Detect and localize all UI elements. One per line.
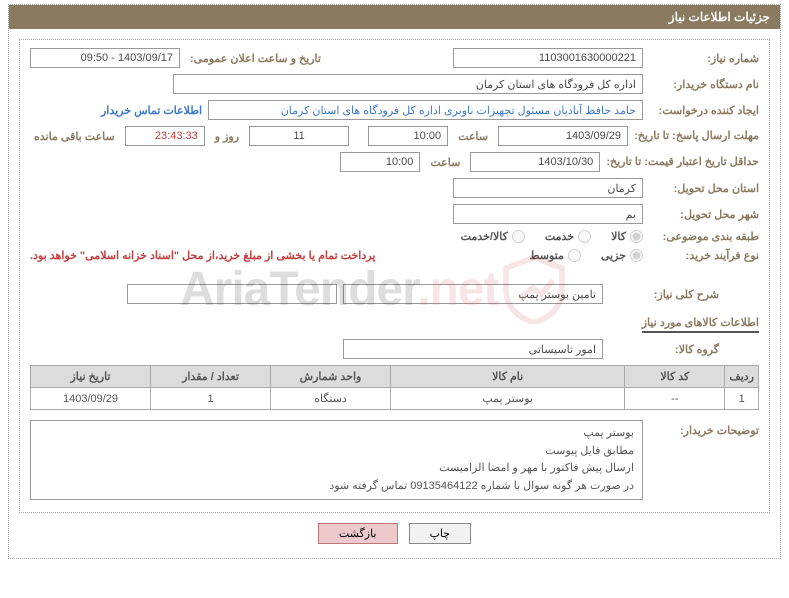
quote-time: 10:00 [340,152,420,172]
category-label: طبقه بندی موضوعی: [649,230,759,243]
response-time: 10:00 [368,126,448,146]
radio-service-label: خدمت [545,230,574,243]
need-desc-label: شرح کلی نیاز: [609,288,719,301]
countdown-value: 23:43:33 [125,126,205,146]
td-unit: دستگاه [271,388,391,410]
note-line-1: بوستر پمپ [39,425,634,443]
delivery-city-label: شهر محل تحویل: [649,208,759,221]
need-no-label: شماره نیاز: [649,52,759,65]
goods-section-title-text: اطلاعات کالاهای مورد نیاز [642,316,759,333]
back-button[interactable]: بازگشت [318,523,398,544]
response-date: 1403/09/29 [498,126,628,146]
note-line-2: مطابق فایل پیوست [39,443,634,461]
note-line-3: ارسال پیش فاکتور با مهر و امضا الزامیست [39,460,634,478]
need-desc-field2 [127,284,337,304]
need-desc-block: شرح کلی نیاز: تامین بوستر پمپ [30,284,719,304]
days-remaining: 11 [249,126,349,146]
countdown-suffix: ساعت باقی مانده [30,130,119,143]
need-no-value: 1103001630000221 [453,48,643,68]
process-radio-group: جزیی متوسط [529,249,643,262]
buyer-notes-box: بوستر پمپ مطابق فایل پیوست ارسال پیش فاک… [30,420,643,500]
announce-value: 1403/09/17 - 09:50 [30,48,180,68]
process-note: پرداخت تمام یا بخشی از مبلغ خرید،از محل … [30,249,375,262]
delivery-prov-value: کرمان [453,178,643,198]
delivery-city-value: بم [453,204,643,224]
buyer-notes-label: توضیحات خریدار: [649,420,759,437]
td-itemname: بوستر پمپ [391,388,625,410]
button-row: چاپ بازگشت [9,523,780,544]
th-unit: واحد شمارش [271,366,391,388]
days-label: روز و [211,130,243,143]
th-qty: تعداد / مقدار [151,366,271,388]
goods-table: ردیف کد کالا نام کالا واحد شمارش تعداد /… [30,365,759,410]
radio-both-label: کالا/خدمت [461,230,508,243]
need-desc-field1: تامین بوستر پمپ [343,284,603,304]
td-idx: 1 [725,388,759,410]
process-label: نوع فرآیند خرید: [649,249,759,262]
form-body: شماره نیاز: 1103001630000221 تاریخ و ساع… [19,39,770,513]
td-code: -- [625,388,725,410]
print-button[interactable]: چاپ [409,523,472,544]
td-date: 1403/09/29 [31,388,151,410]
radio-both[interactable]: کالا/خدمت [461,230,525,243]
note-line-4: در صورت هر گونه سوال با شماره 0913546412… [39,478,634,496]
radio-service[interactable]: خدمت [545,230,591,243]
main-panel: جزئیات اطلاعات نیاز شماره نیاز: 11030016… [8,4,781,559]
requester-value: حامد حافظ آبادیان مسئول تجهیزات ناوبری ا… [208,100,643,120]
panel-header: جزئیات اطلاعات نیاز [9,5,780,29]
time-label-1: ساعت [454,130,492,143]
th-date: تاریخ نیاز [31,366,151,388]
category-radio-group: کالا خدمت کالا/خدمت [461,230,643,243]
goods-group-value: امور تاسیساتی [343,339,603,359]
quote-date: 1403/10/30 [470,152,600,172]
table-row: 1 -- بوستر پمپ دستگاه 1 1403/09/29 [31,388,759,410]
radio-goods[interactable]: کالا [611,230,643,243]
th-name: نام کالا [391,366,625,388]
announce-label: تاریخ و ساعت اعلان عمومی: [186,52,325,65]
goods-group-label: گروه کالا: [609,343,719,356]
buyer-org-label: نام دستگاه خریدار: [649,78,759,91]
radio-medium[interactable]: متوسط [529,249,581,262]
quote-valid-label: حداقل تاریخ اعتبار قیمت: تا تاریخ: [606,155,759,169]
buyer-contact-link[interactable]: اطلاعات تماس خریدار [101,104,202,117]
time-label-2: ساعت [426,156,464,169]
panel-title: جزئیات اطلاعات نیاز [669,10,770,24]
th-row: ردیف [725,366,759,388]
radio-partial-label: جزیی [601,249,626,262]
table-header-row: ردیف کد کالا نام کالا واحد شمارش تعداد /… [31,366,759,388]
th-code: کد کالا [625,366,725,388]
goods-section-title: اطلاعات کالاهای مورد نیاز [30,316,759,333]
response-deadline-label: مهلت ارسال پاسخ: تا تاریخ: [634,129,759,143]
radio-goods-label: کالا [611,230,626,243]
radio-medium-label: متوسط [529,249,564,262]
radio-partial[interactable]: جزیی [601,249,643,262]
buyer-org-value: اداره کل فرودگاه های استان کرمان [173,74,643,94]
delivery-prov-label: استان محل تحویل: [649,182,759,195]
td-qty: 1 [151,388,271,410]
requester-label: ایجاد کننده درخواست: [649,104,759,117]
